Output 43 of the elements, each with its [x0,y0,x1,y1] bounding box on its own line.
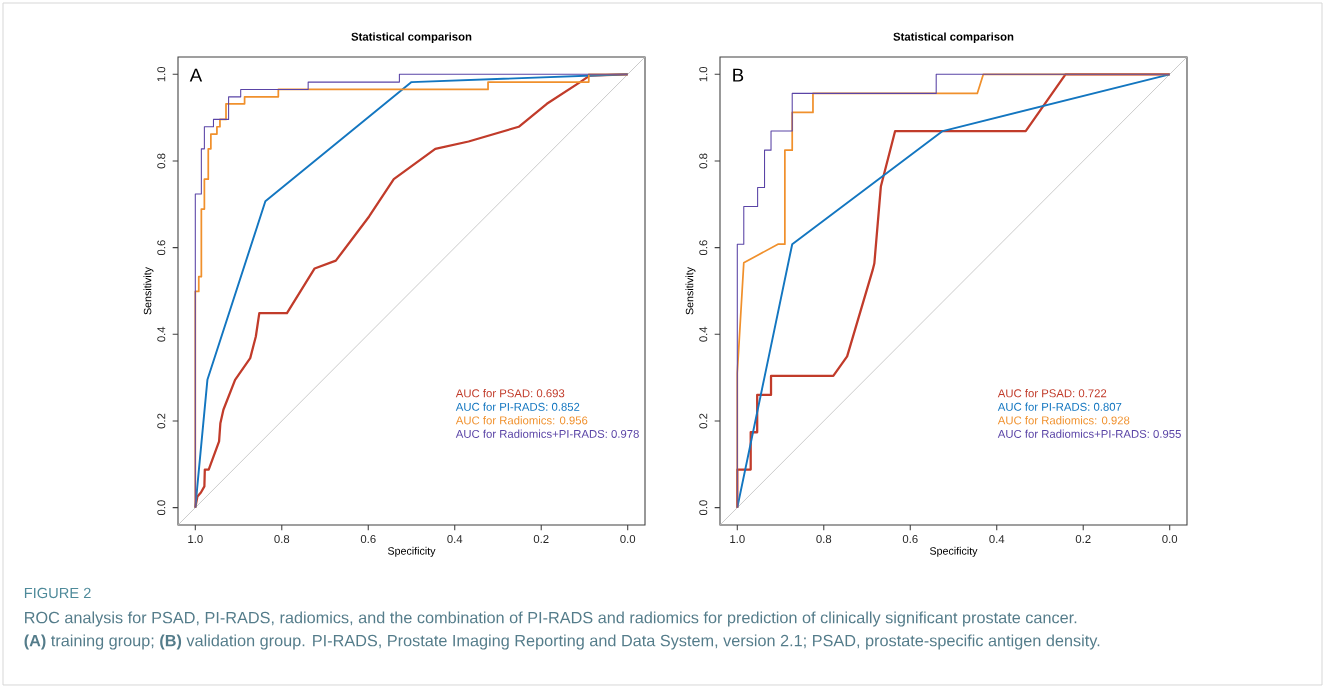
x-tick-label: 0.6 [902,535,918,544]
x-axis-title: Specificity [387,546,436,557]
annotation: A [189,68,203,82]
x-axis-title: Specificity [929,546,978,557]
y-tick-label: 1.0 [699,66,708,82]
y-axis-title: Sensitivity [143,267,154,315]
y-tick-label: 0.0 [699,500,708,516]
x-tick-label: 0.4 [989,535,1005,544]
text: AUC for PI-RADS: 0.807 [997,402,1122,411]
x-tick-label: 0.2 [1075,535,1091,544]
x-tick-label: 0.2 [533,535,549,544]
y-tick-label: 0.2 [157,413,166,429]
y-axis-title: Sensitivity [685,267,696,315]
y-tick-label: 0.4 [699,326,708,342]
annotation: B [733,68,744,82]
caption: FIGURE 2 [24,587,91,599]
y-tick-label: 0.2 [699,413,708,429]
y-tick-label: 0.8 [699,153,708,169]
chart-title: Statistical comparison [893,32,1014,43]
x-tick-label: 0.8 [816,535,832,544]
x-tick-label: 1.0 [188,535,203,544]
text: ROC analysis for PSAD, PI-RADS, radiomics, and the combination of PI-RADS and radiomics for prediction of clinically significant prostate cancer. [25,611,1077,627]
text: AUC for Radiomics+PI-RADS: 0.955 [997,429,1181,438]
y-tick-label: 1.0 [157,66,166,82]
text: AUC for PSAD: 0.722 [997,389,1107,398]
y-tick-label: 0.4 [157,326,166,342]
x-tick-label: 0.8 [274,535,290,544]
text: AUC for Radiomics+PI-RADS: 0.978 [455,429,639,438]
text: AUC for PI-RADS: 0.852 [455,402,580,411]
chart-title: Statistical comparison [351,32,472,43]
text: (A) training group; (B) validation group. PI-RADS, Prostate Imaging Reporting and Data System, version 2.1; PSAD, prostate-specific antigen density. [24,634,1100,650]
x-tick-label: 0.0 [620,535,636,544]
text: AUC for PSAD: 0.693 [455,389,565,398]
y-tick-label: 0.0 [157,500,166,516]
y-tick-label: 0.6 [699,240,708,256]
y-tick-label: 0.6 [157,240,166,256]
text: AUC for Radiomics: 0.956 [455,416,588,425]
x-tick-label: 0.6 [360,535,376,544]
x-tick-label: 1.0 [730,535,745,544]
text: AUC for Radiomics: 0.928 [997,416,1130,425]
x-tick-label: 0.4 [447,535,463,544]
x-tick-label: 0.0 [1162,535,1178,544]
y-tick-label: 0.8 [157,153,166,169]
